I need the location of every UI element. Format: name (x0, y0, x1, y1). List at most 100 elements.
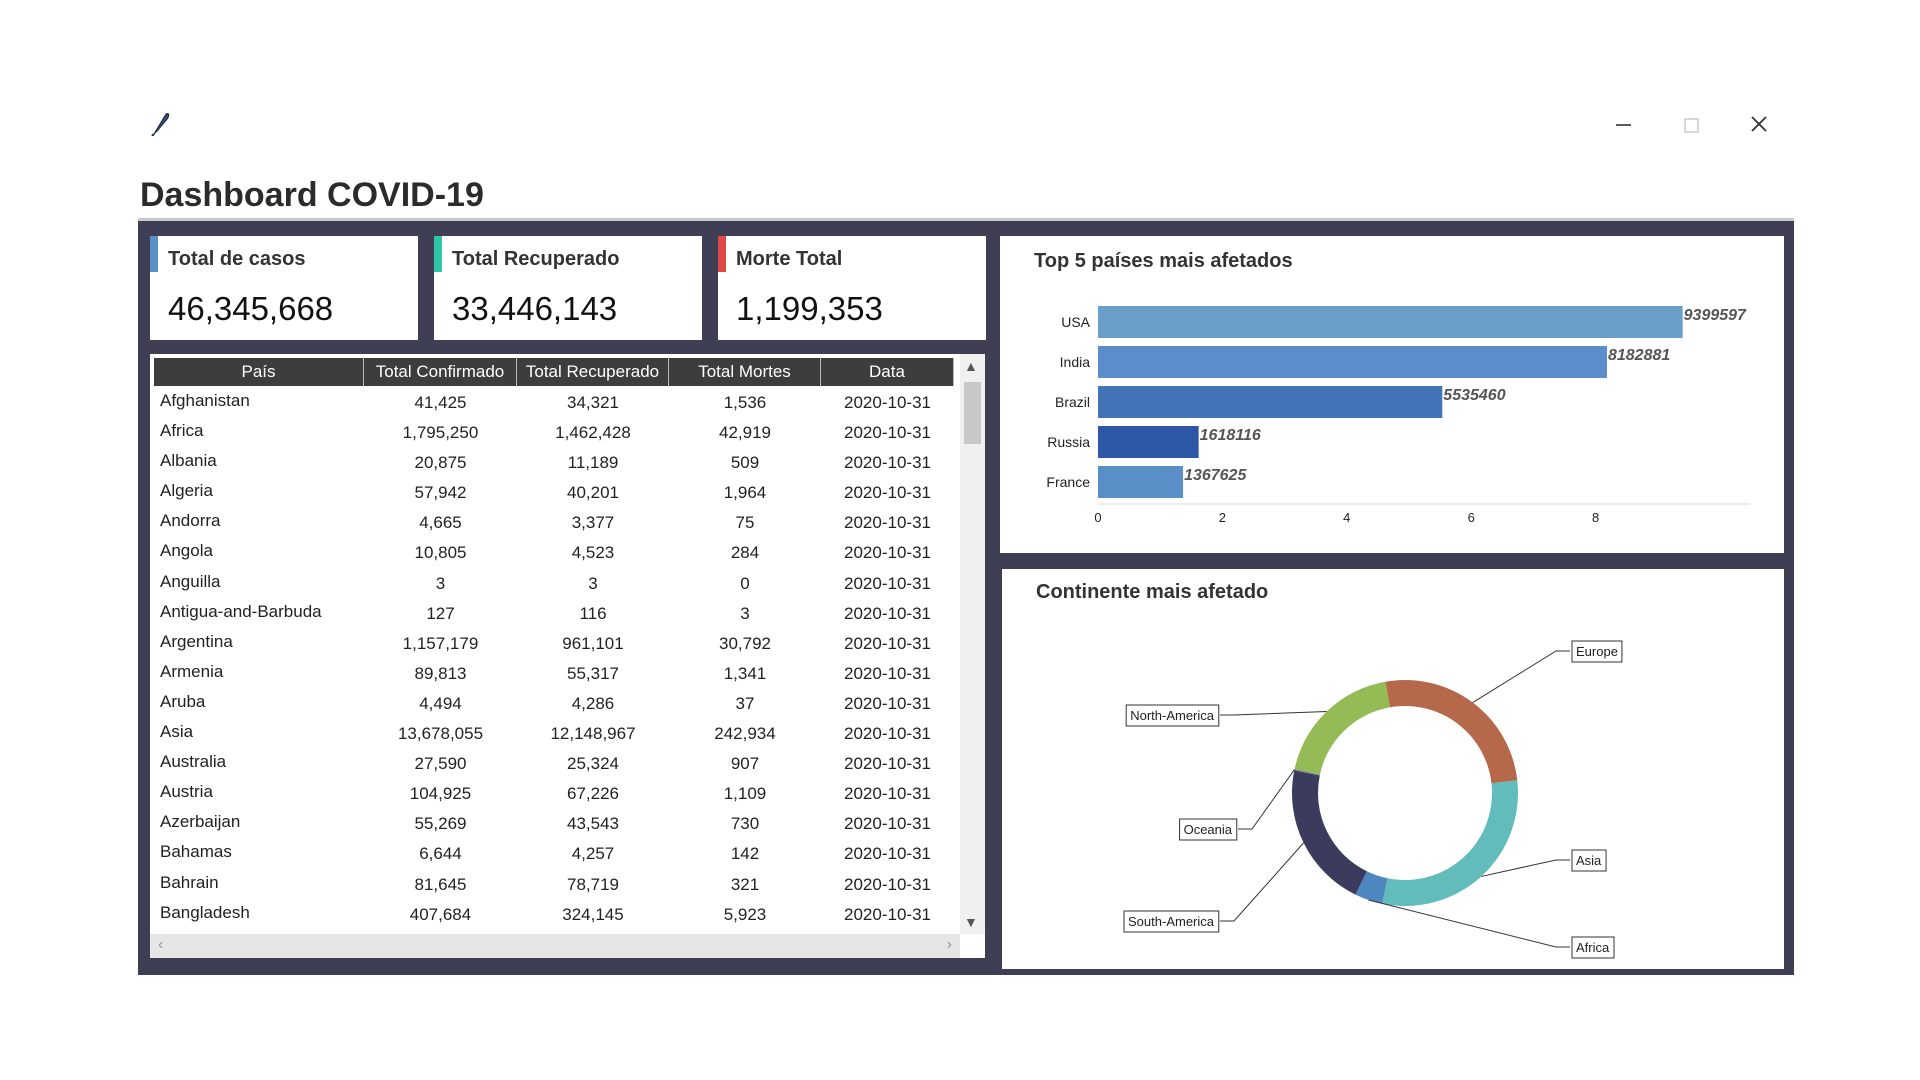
table-row[interactable]: Bahrain 81,645 78,719 321 2020-10-31 (154, 870, 954, 900)
cell-country: Bahamas (160, 842, 232, 862)
scroll-up-icon[interactable]: ▲ (964, 358, 978, 374)
category-label: USA (1061, 314, 1090, 330)
data-label: 9399597 (1684, 307, 1747, 324)
cell-country: Anguilla (160, 571, 221, 591)
vertical-scrollbar[interactable]: ▲ ▼ (960, 354, 985, 934)
table-row[interactable]: Antigua-and-Barbuda 127 116 3 2020-10-31 (154, 599, 954, 629)
cell-confirmed: 81,645 (414, 874, 467, 894)
cell-recovered: 12,148,967 (550, 724, 636, 744)
cell-date: 2020-10-31 (844, 904, 931, 924)
column-header-deaths[interactable]: Total Mortes (669, 358, 821, 386)
cell-recovered: 78,719 (567, 874, 619, 894)
bar-usa (1098, 306, 1683, 338)
x-tick-label: 2 (1219, 510, 1226, 525)
minimize-button[interactable] (1606, 112, 1640, 138)
cell-country: Bangladesh (160, 902, 250, 922)
kpi-card-total-recovered: Total Recuperado 33,446,143 (434, 236, 702, 340)
cell-date: 2020-10-31 (844, 663, 931, 683)
cell-country: Armenia (160, 661, 224, 681)
scroll-left-icon[interactable]: ‹ (158, 936, 164, 953)
cell-recovered: 3,377 (571, 513, 615, 533)
table-row[interactable]: Australia 27,590 25,324 907 2020-10-31 (154, 749, 954, 779)
scrollbar-thumb[interactable] (964, 382, 981, 444)
cell-deaths: 42,919 (719, 423, 771, 443)
cell-date: 2020-10-31 (844, 754, 931, 774)
slice-label: Asia (1576, 853, 1602, 868)
table-row[interactable]: Africa 1,795,250 1,462,428 42,919 2020-10-31 (154, 418, 954, 448)
close-button[interactable] (1742, 112, 1776, 138)
table-row[interactable]: Algeria 57,942 40,201 1,964 2020-10-31 (154, 478, 954, 508)
cell-confirmed: 1,157,179 (402, 633, 479, 653)
cell-deaths: 1,964 (723, 483, 767, 503)
cell-deaths: 30,792 (719, 633, 771, 653)
table-row[interactable]: Azerbaijan 55,269 43,543 730 2020-10-31 (154, 809, 954, 839)
slice-asia (1382, 780, 1518, 906)
slice-label: Europe (1576, 644, 1618, 659)
donut-chart: Europe Asia Africa South-America Oceania Nort… (1123, 640, 1623, 959)
x-tick-label: 4 (1343, 510, 1350, 525)
cell-date: 2020-10-31 (844, 874, 931, 894)
table-row[interactable]: Bahamas 6,644 4,257 142 2020-10-31 (154, 839, 954, 869)
cell-recovered: 4,286 (571, 693, 615, 713)
column-header-date[interactable]: Data (821, 358, 954, 386)
cell-country: Azerbaijan (160, 812, 241, 832)
bar-chart: USA 9399597 India 8182881 Brazil 5535460 Russi… (1046, 306, 1750, 525)
table-row[interactable]: Asia 13,678,055 12,148,967 242,934 2020-10-3… (154, 719, 954, 749)
kpi-value: 33,446,143 (452, 290, 618, 327)
data-label: 1367625 (1184, 467, 1247, 484)
maximize-button[interactable] (1674, 112, 1708, 138)
label-box (1179, 818, 1238, 841)
column-header-confirmed[interactable]: Total Confirmado (364, 358, 517, 386)
kpi-label: Total de casos (168, 248, 306, 270)
table-row[interactable]: Bangladesh 407,684 324,145 5,923 2020-10-31 (154, 900, 954, 930)
table-header: País Total Confirmado Total Recuperado T… (154, 358, 954, 386)
table-row[interactable]: Albania 20,875 11,189 509 2020-10-31 (154, 448, 954, 478)
kpi-accent-bar (434, 236, 442, 272)
scroll-down-icon[interactable]: ▼ (964, 914, 978, 930)
cell-recovered: 4,523 (571, 543, 615, 563)
cell-date: 2020-10-31 (844, 784, 931, 804)
chart-title: Continente mais afetado (1036, 581, 1269, 603)
table-row[interactable]: Andorra 4,665 3,377 75 2020-10-31 (154, 508, 954, 538)
table-row[interactable]: Austria 104,925 67,226 1,109 2020-10-31 (154, 779, 954, 809)
kpi-label: Total Recuperado (452, 248, 620, 270)
cell-deaths: 907 (730, 754, 760, 774)
kpi-label: Morte Total (736, 248, 843, 270)
cell-confirmed: 127 (426, 603, 455, 623)
table-row[interactable]: Argentina 1,157,179 961,101 30,792 2020-10-3… (154, 629, 954, 659)
slice-south-america (1292, 770, 1368, 895)
cell-recovered: 55,317 (567, 663, 619, 683)
cell-date: 2020-10-31 (844, 393, 931, 412)
countries-table[interactable]: País Total Confirmado Total Recuperado T… (150, 354, 985, 958)
feather-icon (150, 110, 172, 137)
cell-deaths: 142 (730, 844, 760, 864)
data-label: 8182881 (1608, 347, 1670, 364)
table-row[interactable]: Aruba 4,494 4,286 37 2020-10-31 (154, 689, 954, 719)
column-header-recovered[interactable]: Total Recuperado (517, 358, 669, 386)
cell-confirmed: 4,494 (419, 693, 462, 713)
top5-chart-panel: Top 5 países mais afetados USA 9399597 Ind… (1000, 236, 1784, 553)
cell-country: Afghanistan (160, 391, 250, 410)
data-label: 1618116 (1200, 427, 1261, 444)
cell-confirmed: 104,925 (409, 784, 472, 804)
cell-country: Andorra (160, 511, 221, 531)
horizontal-scrollbar[interactable]: ‹ › (150, 934, 960, 958)
cell-recovered: 1,462,428 (555, 423, 631, 443)
kpi-card-total-deaths: Morte Total 1,199,353 (718, 236, 986, 340)
page-title: Dashboard COVID-19 (140, 176, 484, 214)
kpi-accent-bar (150, 236, 158, 272)
scroll-right-icon[interactable]: › (946, 936, 952, 953)
column-header-country[interactable]: País (154, 358, 364, 386)
cell-deaths: 0 (740, 573, 750, 593)
cell-country: Aruba (160, 691, 206, 711)
cell-date: 2020-10-31 (844, 693, 931, 713)
table-row[interactable]: Anguilla 3 3 0 2020-10-31 (154, 569, 954, 599)
kpi-value: 1,199,353 (736, 290, 883, 327)
cell-date: 2020-10-31 (844, 603, 931, 623)
table-row[interactable]: Armenia 89,813 55,317 1,341 2020-10-31 (154, 659, 954, 689)
cell-recovered: 34,321 (567, 393, 619, 412)
x-tick-label: 6 (1468, 510, 1475, 525)
table-row[interactable]: Afghanistan 41,425 34,321 1,536 2020-10-31 (154, 388, 954, 418)
cell-date: 2020-10-31 (844, 814, 931, 834)
table-row[interactable]: Angola 10,805 4,523 284 2020-10-31 (154, 538, 954, 568)
